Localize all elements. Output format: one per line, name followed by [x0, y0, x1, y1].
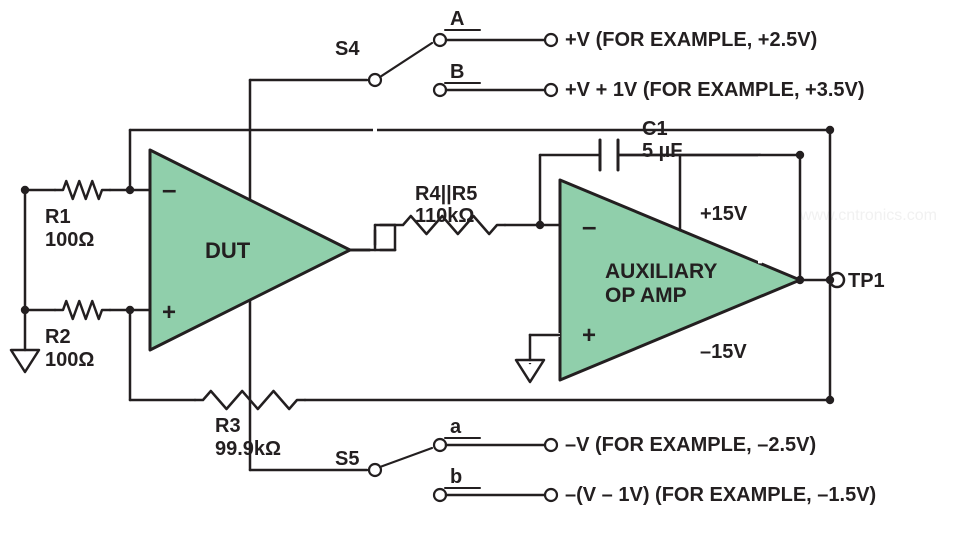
svg-text:–: –: [582, 211, 596, 241]
svg-text:b: b: [450, 466, 462, 488]
svg-text:+15V: +15V: [700, 203, 748, 225]
svg-text:R2: R2: [45, 326, 71, 348]
svg-text:S5: S5: [335, 448, 359, 470]
svg-text:+V + 1V (FOR EXAMPLE, +3.5V): +V + 1V (FOR EXAMPLE, +3.5V): [565, 79, 865, 101]
svg-text:+V (FOR EXAMPLE, +2.5V): +V (FOR EXAMPLE, +2.5V): [565, 29, 817, 51]
svg-text:–V (FOR EXAMPLE, –2.5V): –V (FOR EXAMPLE, –2.5V): [565, 434, 816, 456]
svg-text:110kΩ: 110kΩ: [415, 205, 474, 227]
svg-text:R4||R5: R4||R5: [415, 183, 477, 205]
svg-text:–(V – 1V) (FOR EXAMPLE, –1.5V): –(V – 1V) (FOR EXAMPLE, –1.5V): [565, 484, 876, 506]
svg-text:R3: R3: [215, 415, 241, 437]
svg-text:+: +: [582, 322, 596, 349]
svg-text:OP AMP: OP AMP: [605, 284, 687, 307]
svg-text:AUXILIARY: AUXILIARY: [605, 260, 717, 283]
svg-text:R1: R1: [45, 206, 71, 228]
svg-text:–: –: [162, 174, 176, 204]
svg-text:–15V: –15V: [700, 341, 747, 363]
svg-text:100Ω: 100Ω: [45, 349, 94, 371]
svg-text:A: A: [450, 8, 464, 30]
svg-text:C1: C1: [642, 118, 668, 140]
svg-text:TP1: TP1: [848, 270, 885, 292]
svg-text:+: +: [162, 299, 176, 326]
svg-text:www.cntronics.com: www.cntronics.com: [799, 207, 937, 224]
svg-text:5 µF: 5 µF: [642, 140, 682, 162]
svg-text:100Ω: 100Ω: [45, 229, 94, 251]
svg-text:a: a: [450, 416, 462, 438]
svg-text:DUT: DUT: [205, 238, 251, 263]
svg-text:B: B: [450, 61, 464, 83]
svg-text:S4: S4: [335, 38, 360, 60]
svg-text:99.9kΩ: 99.9kΩ: [215, 438, 281, 460]
